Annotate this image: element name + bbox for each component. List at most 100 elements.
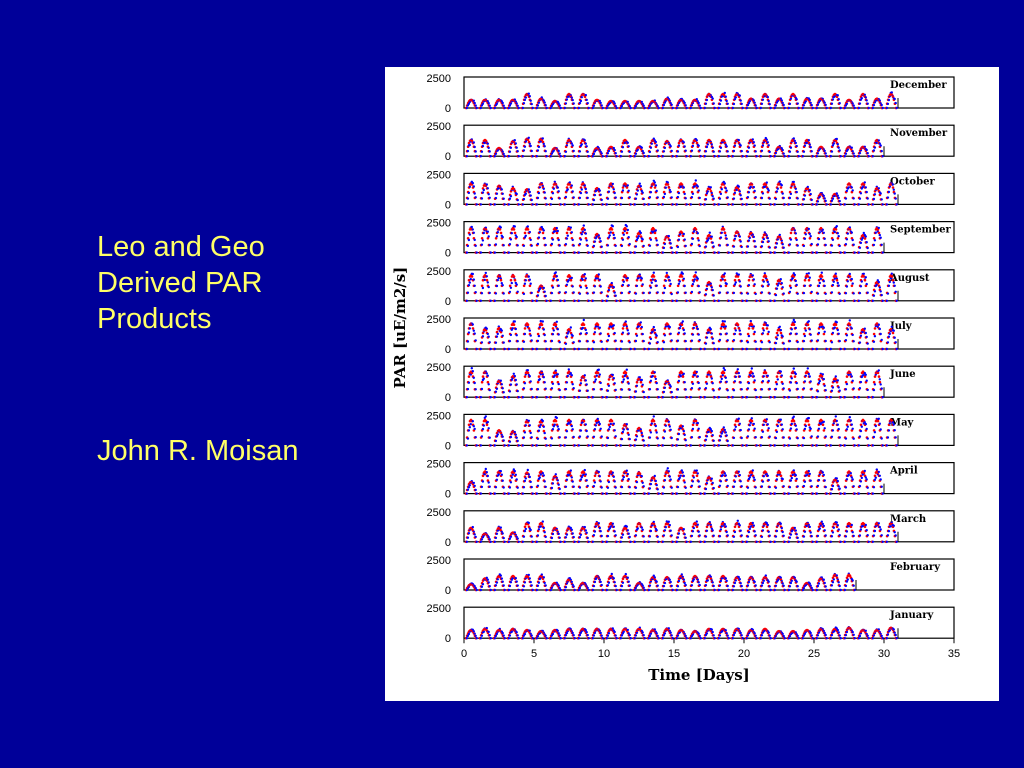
geo-point [584, 142, 587, 145]
geo-point [802, 387, 806, 390]
leo-point [582, 323, 586, 327]
geo-point [709, 328, 712, 331]
geo-point [494, 196, 498, 200]
geo-point [641, 238, 644, 241]
geo-point [731, 106, 735, 110]
geo-point [820, 271, 823, 274]
geo-point [663, 334, 667, 337]
geo-point [811, 347, 814, 351]
geo-point [619, 203, 623, 206]
geo-point [516, 244, 519, 247]
geo-point [726, 102, 729, 105]
geo-point [486, 230, 489, 233]
geo-point [825, 203, 828, 206]
geo-point [587, 444, 590, 447]
geo-point [775, 337, 779, 340]
geo-point [895, 106, 898, 110]
geo-point [746, 196, 750, 199]
geo-point [586, 389, 589, 392]
geo-point [846, 328, 849, 331]
geo-point [745, 155, 749, 158]
geo-point [718, 150, 722, 153]
leo-point [835, 278, 839, 282]
geo-point [466, 387, 470, 391]
geo-point [528, 329, 531, 332]
geo-point [633, 251, 637, 254]
geo-point [613, 331, 616, 335]
geo-point [550, 437, 554, 440]
geo-point [655, 381, 658, 385]
geo-point [768, 246, 771, 249]
geo-point [734, 234, 737, 238]
geo-point [776, 284, 779, 287]
geo-point [871, 106, 875, 110]
geo-point [543, 290, 546, 293]
geo-point [529, 282, 532, 285]
geo-point [853, 106, 856, 110]
geo-point [593, 240, 597, 243]
geo-point [538, 231, 541, 234]
geo-point [768, 341, 771, 344]
geo-point [550, 387, 554, 390]
geo-point [465, 347, 469, 351]
geo-point [839, 203, 842, 206]
geo-point [527, 188, 530, 191]
geo-point [829, 155, 833, 158]
geo-point [721, 278, 724, 281]
leo-point [807, 278, 811, 282]
geo-point [880, 149, 883, 153]
geo-point [834, 375, 837, 378]
geo-point [585, 429, 588, 433]
geo-point [635, 384, 639, 387]
geo-point [809, 380, 812, 383]
geo-point [865, 99, 868, 102]
geo-point [465, 396, 469, 399]
geo-point [755, 155, 758, 158]
geo-point [579, 286, 583, 289]
geo-point [619, 155, 623, 158]
geo-point [789, 238, 793, 241]
leo-point [565, 231, 569, 235]
geo-point [536, 437, 540, 440]
geo-point [615, 396, 618, 399]
geo-point [522, 197, 526, 201]
geo-point [741, 155, 744, 158]
geo-point [843, 347, 847, 351]
geo-point [663, 192, 667, 196]
geo-point [579, 191, 583, 195]
geo-point [705, 336, 709, 339]
geo-point [613, 291, 616, 294]
leo-point [485, 423, 489, 427]
geo-point [600, 198, 603, 202]
geo-point [669, 332, 672, 335]
geo-point [654, 377, 657, 381]
geo-point [465, 299, 469, 302]
leo-point [680, 275, 684, 278]
geo-point [815, 155, 819, 158]
geo-point [810, 339, 813, 342]
geo-point [527, 275, 530, 278]
geo-point [579, 99, 583, 103]
geo-point [853, 251, 856, 254]
geo-point [508, 243, 512, 246]
geo-point [754, 388, 757, 392]
geo-point [642, 244, 645, 248]
geo-point [647, 299, 651, 302]
geo-point [717, 155, 721, 158]
geo-point [704, 102, 708, 105]
geo-point [829, 106, 833, 110]
geo-point [747, 191, 751, 194]
geo-point [823, 197, 826, 200]
geo-point [731, 251, 735, 254]
geo-point [704, 293, 708, 296]
geo-point [664, 279, 667, 282]
geo-point [837, 196, 840, 200]
geo-point [885, 299, 889, 302]
leo-point [467, 375, 471, 378]
geo-point [783, 299, 786, 302]
geo-point [872, 149, 876, 152]
geo-point [670, 103, 673, 106]
geo-point [573, 251, 576, 254]
geo-point [698, 291, 701, 294]
geo-point [557, 428, 560, 431]
